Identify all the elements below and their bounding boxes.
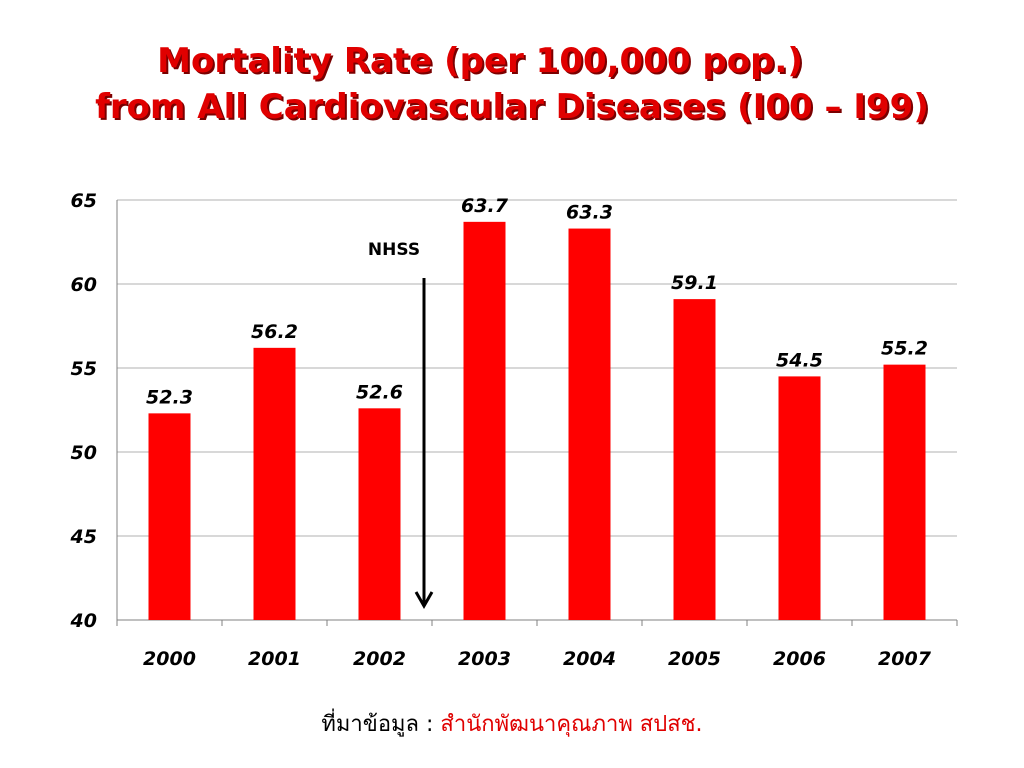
data-source: ที่มาข้อมูล : สำนักพัฒนาคุณภาพ สปสช. xyxy=(0,706,1024,741)
bar-2000 xyxy=(148,413,191,620)
y-tick-label: 45 xyxy=(70,526,97,548)
data-label-2001: 56.2 xyxy=(251,321,298,343)
bar-2002 xyxy=(358,408,401,620)
bar-2003 xyxy=(463,221,506,620)
nhss-arrow-head xyxy=(414,591,434,610)
nhss-annotation: NHSS xyxy=(368,240,420,260)
chart-title: Mortality Rate (per 100,000 pop.) from A… xyxy=(0,38,1024,130)
data-source-value: สำนักพัฒนาคุณภาพ สปสช. xyxy=(440,712,703,737)
y-tick-label: 65 xyxy=(71,190,97,212)
bar-chart: 40 45 50 55 60 65 52.3 2000 56.2 2001 52.6 2002 63.7… xyxy=(70,190,958,670)
data-label-2004: 63.3 xyxy=(566,202,613,224)
data-label-2007: 55.2 xyxy=(881,338,928,360)
data-label-2000: 52.3 xyxy=(146,386,193,408)
x-tick-label-2005: 2005 xyxy=(668,648,721,670)
data-label-2002: 52.6 xyxy=(356,381,403,403)
y-tick-label: 55 xyxy=(71,358,97,380)
bar-2001 xyxy=(253,347,296,620)
y-tick-label: 40 xyxy=(70,610,97,632)
bar-2004 xyxy=(568,228,611,620)
data-source-label: ที่มาข้อมูล : xyxy=(321,712,441,737)
x-tick-label-2003: 2003 xyxy=(458,648,511,670)
x-tick-label-2000: 2000 xyxy=(143,648,196,670)
y-tick-label: 50 xyxy=(71,442,97,464)
bar-2006 xyxy=(778,376,821,620)
x-tick-label-2004: 2004 xyxy=(563,648,616,670)
x-tick-label-2006: 2006 xyxy=(773,648,826,670)
chart-title-line-1: Mortality Rate (per 100,000 pop.) xyxy=(157,41,803,81)
data-label-2006: 54.5 xyxy=(776,349,823,371)
chart-title-line-2: from All Cardiovascular Diseases (I00 – … xyxy=(95,87,929,127)
x-tick-label-2001: 2001 xyxy=(248,648,301,670)
x-tick-label-2002: 2002 xyxy=(353,648,406,670)
bar-2007 xyxy=(883,364,926,620)
x-tick-label-2007: 2007 xyxy=(878,648,932,670)
bar-2005 xyxy=(673,299,716,620)
y-tick-label: 60 xyxy=(71,274,97,296)
data-label-2003: 63.7 xyxy=(461,195,509,217)
data-label-2005: 59.1 xyxy=(671,272,718,294)
